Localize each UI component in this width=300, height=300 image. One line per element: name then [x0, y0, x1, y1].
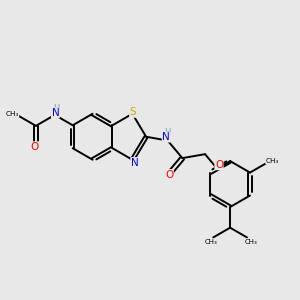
Text: CH₃: CH₃ [5, 111, 19, 117]
Text: N: N [162, 132, 170, 142]
Text: CH₃: CH₃ [244, 239, 257, 245]
Text: CH₃: CH₃ [266, 158, 279, 164]
Text: H: H [53, 104, 59, 113]
Text: O: O [30, 142, 39, 152]
Text: CH₃: CH₃ [205, 239, 217, 245]
Text: O: O [165, 169, 173, 180]
Text: H: H [164, 128, 171, 137]
Text: S: S [130, 107, 136, 117]
Text: O: O [215, 160, 223, 170]
Text: N: N [131, 158, 139, 168]
Text: N: N [52, 108, 59, 118]
